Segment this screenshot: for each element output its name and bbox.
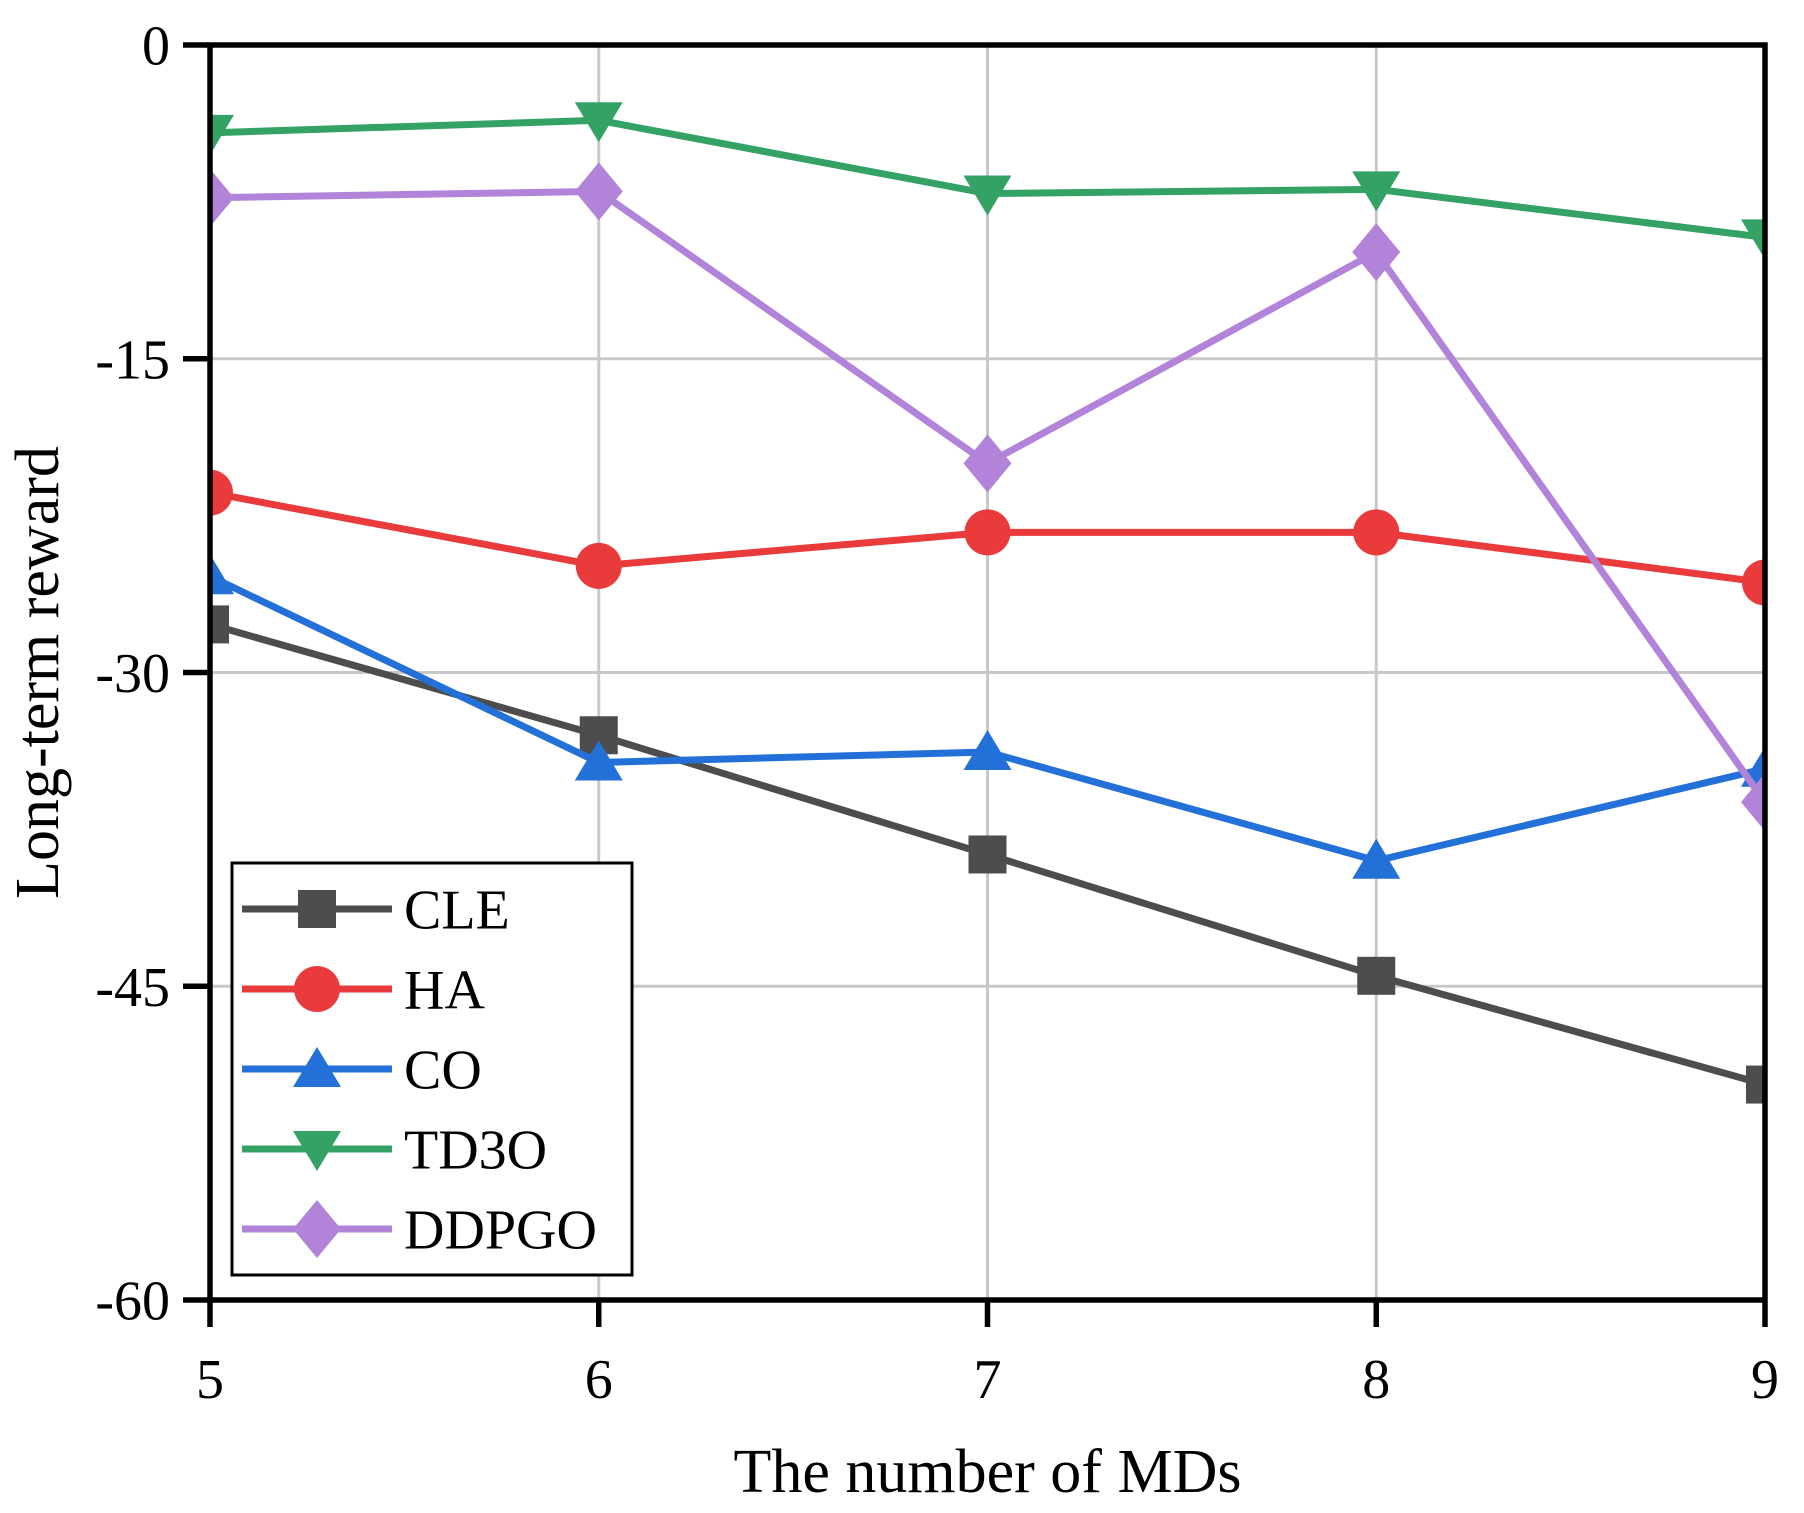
series-ddpgo xyxy=(210,162,1765,832)
series-ha xyxy=(210,469,1765,606)
diamond-marker xyxy=(1352,223,1401,282)
diamond-marker xyxy=(1741,773,1765,832)
legend-label: DDPGO xyxy=(404,1200,597,1262)
y-tick-label: -15 xyxy=(95,329,170,391)
square-marker xyxy=(210,605,229,644)
diamond-marker xyxy=(210,168,234,227)
diamond-marker xyxy=(963,434,1012,493)
x-tick-label: 9 xyxy=(1751,1349,1779,1411)
y-tick-label: -60 xyxy=(95,1271,170,1333)
circle-marker xyxy=(575,542,622,589)
legend-label: CLE xyxy=(404,880,510,942)
triangle-down-marker xyxy=(293,1131,341,1171)
legend-label: TD3O xyxy=(404,1120,547,1182)
square-marker xyxy=(1746,1065,1765,1104)
square-marker xyxy=(968,835,1007,874)
triangle-up-marker xyxy=(293,1047,341,1087)
triangle-up-marker xyxy=(1352,838,1401,879)
triangle-down-marker xyxy=(574,102,623,143)
legend-item-co: CO xyxy=(242,1040,482,1102)
y-tick-label: -45 xyxy=(95,957,170,1019)
circle-marker xyxy=(964,509,1011,556)
y-axis-label: Long-term reward xyxy=(4,446,72,899)
square-marker xyxy=(1357,956,1396,995)
y-tick-label: 0 xyxy=(142,16,170,78)
x-tick-label: 6 xyxy=(585,1349,613,1411)
legend-label: HA xyxy=(404,960,485,1022)
axis-ticks: 0 -15 -30 -45 -60 5 6 7 8 9 xyxy=(95,16,1779,1411)
y-tick-label: -30 xyxy=(95,643,170,705)
triangle-down-marker xyxy=(210,114,234,155)
x-tick-label: 7 xyxy=(974,1349,1002,1411)
triangle-up-marker xyxy=(210,554,234,595)
circle-marker xyxy=(210,469,233,516)
triangle-down-marker xyxy=(1741,219,1765,260)
legend-item-cle: CLE xyxy=(242,880,510,942)
circle-marker xyxy=(1353,509,1400,556)
diamond-marker xyxy=(293,1200,341,1258)
legend-item-td3o: TD3O xyxy=(242,1120,547,1182)
x-tick-label: 5 xyxy=(196,1349,224,1411)
legend-item-ddpgo: DDPGO xyxy=(242,1200,597,1262)
x-tick-label: 8 xyxy=(1362,1349,1390,1411)
legend-label: CO xyxy=(404,1040,482,1102)
diamond-marker xyxy=(574,162,623,221)
circle-marker xyxy=(294,966,340,1012)
series-td3o xyxy=(210,102,1765,260)
triangle-up-marker xyxy=(963,729,1012,770)
triangle-up-marker xyxy=(574,740,623,781)
plot-frame xyxy=(207,42,1768,1303)
x-axis-label: The number of MDs xyxy=(734,1438,1242,1506)
legend: CLE HA CO TD3O DDPGO xyxy=(230,861,634,1277)
legend-item-ha: HA xyxy=(242,960,485,1022)
square-marker xyxy=(298,890,336,928)
circle-marker xyxy=(1742,559,1765,606)
plot-area xyxy=(210,102,1765,1104)
triangle-down-marker xyxy=(963,175,1012,216)
triangle-down-marker xyxy=(1352,171,1401,212)
